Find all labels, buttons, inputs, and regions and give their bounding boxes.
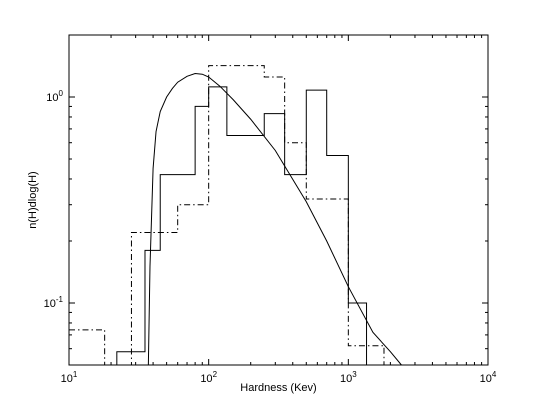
x-tick-label: 104 — [480, 370, 497, 385]
x-tick-label: 102 — [200, 370, 217, 385]
solid-histogram-series — [116, 86, 368, 365]
series-layer — [69, 65, 402, 366]
x-tick-label: 103 — [340, 370, 357, 385]
tick-labels: 101 102 103 104 10-1 100 — [44, 89, 497, 385]
y-tick-label: 100 — [46, 89, 63, 104]
dashdot-histogram-series — [69, 65, 385, 366]
x-axis-label: Hardness (Kev) — [240, 382, 316, 394]
x-tick-label: 101 — [61, 370, 78, 385]
axis-ticks — [68, 34, 488, 366]
y-tick-label: 10-1 — [44, 295, 64, 310]
fitted-curve-series — [147, 73, 402, 366]
y-axis-label: n(H)dlog(H) — [27, 171, 39, 228]
plot-frame — [68, 34, 489, 366]
